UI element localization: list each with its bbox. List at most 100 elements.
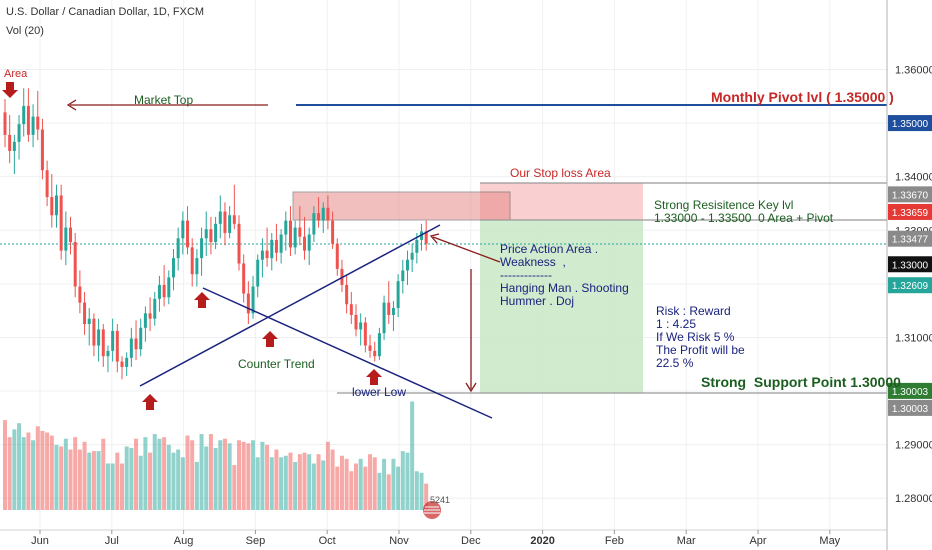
volume-bar	[129, 448, 134, 510]
candle-body	[228, 215, 232, 233]
candles	[3, 88, 428, 380]
volume-bar	[354, 463, 358, 510]
candle-body	[148, 313, 152, 319]
volume-bar	[49, 435, 54, 510]
volume-label: Vol (20)	[6, 25, 44, 37]
x-tick-label: 2020	[530, 535, 554, 547]
candle-body	[284, 220, 288, 235]
price-badge	[888, 399, 932, 416]
candle-body	[307, 234, 311, 251]
volume-bar	[260, 441, 265, 510]
time-axis[interactable]: Jun Jul Aug Sep Oct Nov Dec 2020 Feb Mar Apr May	[0, 529, 887, 547]
candle-body	[181, 220, 185, 239]
candle-body	[363, 322, 367, 346]
area-label: Area	[4, 68, 28, 80]
volume-bar	[176, 449, 181, 510]
candle-body	[195, 258, 199, 275]
price-axis[interactable]: 1.280001.290001.300001.310001.320001.330…	[886, 0, 932, 550]
candle-body	[87, 318, 91, 325]
price-badge	[888, 203, 932, 220]
volume-bar	[87, 452, 92, 510]
candle-body	[401, 270, 405, 282]
candle-body	[31, 116, 35, 135]
price-badge-text: 1.35000	[892, 119, 929, 130]
volume-bar	[246, 443, 251, 510]
lower-low-label: lower Low	[352, 385, 407, 399]
support-trendline	[139, 224, 441, 387]
y-tick-label: 1.29000	[895, 440, 932, 452]
price-badges: 1.35000 1.33670 1.33659 1.33477 1.33000 1.326…	[888, 115, 932, 416]
volume-bar	[77, 449, 82, 510]
volume-bar	[124, 446, 129, 510]
candle-body	[59, 195, 63, 251]
candle-body	[368, 345, 372, 351]
volume-bar	[148, 452, 153, 510]
volume-bar	[293, 461, 298, 510]
volume-bar	[321, 460, 326, 510]
volume-bar	[241, 441, 246, 510]
price-badge-text: 1.33477	[892, 235, 929, 246]
candle-body	[157, 284, 161, 299]
volume-bar	[400, 451, 405, 510]
candle-body	[321, 207, 325, 221]
candle-body	[246, 293, 250, 314]
support-label: Strong Support Point 1.30000	[701, 374, 901, 390]
candle-body	[171, 258, 175, 278]
price-action-pointer	[432, 236, 501, 263]
volume-bar	[31, 440, 36, 510]
key-levels	[0, 104, 887, 394]
candle-body	[176, 238, 180, 259]
price-action-note: Price Action Area . Weakness , ---------…	[500, 242, 629, 308]
low2-up-arrow-icon	[194, 292, 210, 308]
candle-body	[270, 239, 274, 259]
volume-bar	[237, 440, 241, 510]
volume-bar	[101, 438, 106, 510]
y-tick-label: 1.31000	[895, 332, 932, 344]
candle-body	[373, 350, 377, 357]
candle-body	[424, 231, 428, 244]
volume-bar	[7, 437, 12, 510]
volume-bar	[349, 471, 354, 510]
candle-body	[204, 229, 208, 239]
resistance-note: Strong Resisitence Key lvl 1.33000 - 1.3…	[654, 198, 834, 225]
volume-bar	[138, 455, 143, 510]
candle-body	[167, 277, 171, 298]
volume-bar	[274, 449, 279, 510]
x-tick-label: Feb	[605, 535, 624, 547]
candle-body	[111, 331, 115, 351]
volume-bar	[91, 451, 96, 510]
price-badge	[888, 115, 932, 132]
low4-up-arrow-icon	[366, 369, 382, 385]
volume-bar	[171, 452, 176, 510]
volume-bar	[96, 451, 101, 510]
volume-bar	[162, 437, 167, 510]
candle-body	[415, 239, 419, 253]
volume-bar	[63, 438, 68, 510]
price-badge	[888, 277, 932, 294]
x-tick-label: Jul	[105, 535, 119, 547]
candle-body	[83, 302, 87, 325]
candle-body	[410, 252, 414, 260]
low3-up-arrow-icon	[262, 331, 278, 347]
volume-bar	[283, 455, 288, 510]
volume-bar	[68, 449, 73, 510]
candle-body	[345, 284, 349, 305]
candle-body	[387, 302, 391, 315]
candle-body	[237, 223, 241, 264]
risk-reward-note: Risk : Reward 1 : 4.25 If We Risk 5 % Th…	[656, 304, 745, 370]
volume-bars	[3, 401, 429, 510]
volume-bar	[143, 437, 148, 510]
x-tick-label: Dec	[461, 535, 481, 547]
price-badge	[888, 230, 932, 247]
watermark-flag-icon	[423, 501, 441, 519]
candle-body	[101, 329, 105, 357]
candle-body	[40, 129, 44, 171]
x-tick-label: Nov	[389, 535, 409, 547]
volume-bar	[21, 437, 26, 510]
candle-body	[106, 350, 110, 357]
candle-body	[279, 234, 283, 253]
volume-bar	[120, 463, 124, 510]
price-badge-text: 1.33000	[892, 260, 929, 271]
